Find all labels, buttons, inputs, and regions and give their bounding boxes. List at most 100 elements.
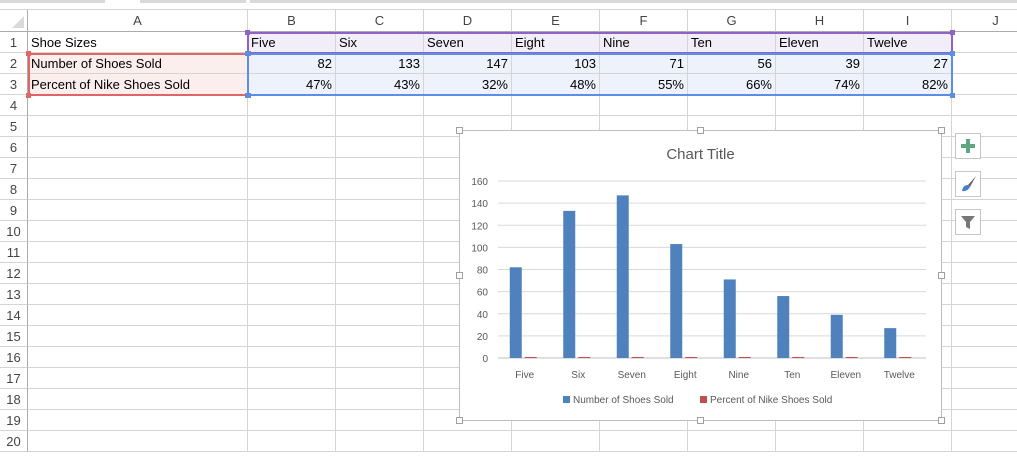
cell-B9[interactable] xyxy=(248,200,336,221)
chart-resize-handle[interactable] xyxy=(456,417,463,424)
chart[interactable]: Chart Title 0 20 40 60 80 100 120 140 160 Five Six… xyxy=(456,127,945,424)
row-header-16[interactable]: 16 xyxy=(0,347,28,368)
cell-B13[interactable] xyxy=(248,284,336,305)
cell-B2[interactable]: 82 xyxy=(248,53,336,74)
cell-H2[interactable]: 39 xyxy=(776,53,864,74)
cell-A1[interactable]: Shoe Sizes xyxy=(28,32,248,53)
cell-I3[interactable]: 82% xyxy=(864,74,952,95)
cell-B1[interactable]: Five xyxy=(248,32,336,53)
cell-H4[interactable] xyxy=(776,95,864,116)
row-header-5[interactable]: 5 xyxy=(0,116,28,137)
cell-B10[interactable] xyxy=(248,221,336,242)
cell-E20[interactable] xyxy=(512,431,600,452)
cell-J18[interactable] xyxy=(952,389,1017,410)
chart-resize-handle[interactable] xyxy=(938,272,945,279)
cell-B12[interactable] xyxy=(248,263,336,284)
cell-B15[interactable] xyxy=(248,326,336,347)
cell-D2[interactable]: 147 xyxy=(424,53,512,74)
cell-F20[interactable] xyxy=(600,431,688,452)
cell-B7[interactable] xyxy=(248,158,336,179)
cell-J1[interactable] xyxy=(952,32,1017,53)
range-handle[interactable] xyxy=(950,93,955,98)
row-header-13[interactable]: 13 xyxy=(0,284,28,305)
chart-resize-handle[interactable] xyxy=(938,127,945,134)
cell-E4[interactable] xyxy=(512,95,600,116)
cell-J4[interactable] xyxy=(952,95,1017,116)
cell-E3[interactable]: 48% xyxy=(512,74,600,95)
cell-D20[interactable] xyxy=(424,431,512,452)
cell-A15[interactable] xyxy=(28,326,248,347)
cell-J13[interactable] xyxy=(952,284,1017,305)
cell-C18[interactable] xyxy=(336,389,424,410)
column-header-j[interactable]: J xyxy=(952,10,1017,32)
column-header-b[interactable]: B xyxy=(248,10,336,32)
row-header-18[interactable]: 18 xyxy=(0,389,28,410)
column-header-a[interactable]: A xyxy=(28,10,248,32)
column-header-h[interactable]: H xyxy=(776,10,864,32)
cell-F3[interactable]: 55% xyxy=(600,74,688,95)
cell-C5[interactable] xyxy=(336,116,424,137)
cell-I19[interactable] xyxy=(864,410,952,431)
cell-A8[interactable] xyxy=(28,179,248,200)
chart-title[interactable]: Chart Title xyxy=(666,146,735,163)
cell-J3[interactable] xyxy=(952,74,1017,95)
cell-G3[interactable]: 66% xyxy=(688,74,776,95)
cell-J20[interactable] xyxy=(952,431,1017,452)
row-header-14[interactable]: 14 xyxy=(0,305,28,326)
cell-F4[interactable] xyxy=(600,95,688,116)
range-handle[interactable] xyxy=(245,93,250,98)
cell-B17[interactable] xyxy=(248,368,336,389)
cell-E1[interactable]: Eight xyxy=(512,32,600,53)
cell-B5[interactable] xyxy=(248,116,336,137)
range-handle[interactable] xyxy=(950,51,955,56)
cell-C20[interactable] xyxy=(336,431,424,452)
cell-G1[interactable]: Ten xyxy=(688,32,776,53)
cell-C16[interactable] xyxy=(336,347,424,368)
chart-filters-button[interactable] xyxy=(955,209,981,235)
cell-J8[interactable] xyxy=(952,179,1017,200)
cell-C10[interactable] xyxy=(336,221,424,242)
cell-H1[interactable]: Eleven xyxy=(776,32,864,53)
range-handle[interactable] xyxy=(26,93,31,98)
cell-G20[interactable] xyxy=(688,431,776,452)
row-header-10[interactable]: 10 xyxy=(0,221,28,242)
cell-A17[interactable] xyxy=(28,368,248,389)
select-all-button[interactable] xyxy=(0,10,28,32)
cell-D1[interactable]: Seven xyxy=(424,32,512,53)
chart-styles-button[interactable] xyxy=(955,171,981,197)
cell-A7[interactable] xyxy=(28,158,248,179)
cell-G4[interactable] xyxy=(688,95,776,116)
chart-resize-handle[interactable] xyxy=(697,417,704,424)
row-header-9[interactable]: 9 xyxy=(0,200,28,221)
cell-A5[interactable] xyxy=(28,116,248,137)
cell-A10[interactable] xyxy=(28,221,248,242)
cell-J5[interactable] xyxy=(952,116,1017,137)
cell-B19[interactable] xyxy=(248,410,336,431)
column-header-c[interactable]: C xyxy=(336,10,424,32)
cell-C9[interactable] xyxy=(336,200,424,221)
cell-D3[interactable]: 32% xyxy=(424,74,512,95)
cell-A14[interactable] xyxy=(28,305,248,326)
cell-J9[interactable] xyxy=(952,200,1017,221)
cell-A2[interactable]: Number of Shoes Sold xyxy=(28,53,248,74)
cell-C4[interactable] xyxy=(336,95,424,116)
cell-J11[interactable] xyxy=(952,242,1017,263)
chart-elements-button[interactable] xyxy=(955,133,981,159)
cell-H20[interactable] xyxy=(776,431,864,452)
row-header-19[interactable]: 19 xyxy=(0,410,28,431)
chart-resize-handle[interactable] xyxy=(456,127,463,134)
cell-C6[interactable] xyxy=(336,137,424,158)
cell-C1[interactable]: Six xyxy=(336,32,424,53)
cell-B3[interactable]: 47% xyxy=(248,74,336,95)
cell-J14[interactable] xyxy=(952,305,1017,326)
cell-J19[interactable] xyxy=(952,410,1017,431)
column-header-g[interactable]: G xyxy=(688,10,776,32)
column-header-e[interactable]: E xyxy=(512,10,600,32)
cell-C3[interactable]: 43% xyxy=(336,74,424,95)
cell-J10[interactable] xyxy=(952,221,1017,242)
cell-B16[interactable] xyxy=(248,347,336,368)
cell-J7[interactable] xyxy=(952,158,1017,179)
cell-A19[interactable] xyxy=(28,410,248,431)
cell-C13[interactable] xyxy=(336,284,424,305)
cell-C8[interactable] xyxy=(336,179,424,200)
